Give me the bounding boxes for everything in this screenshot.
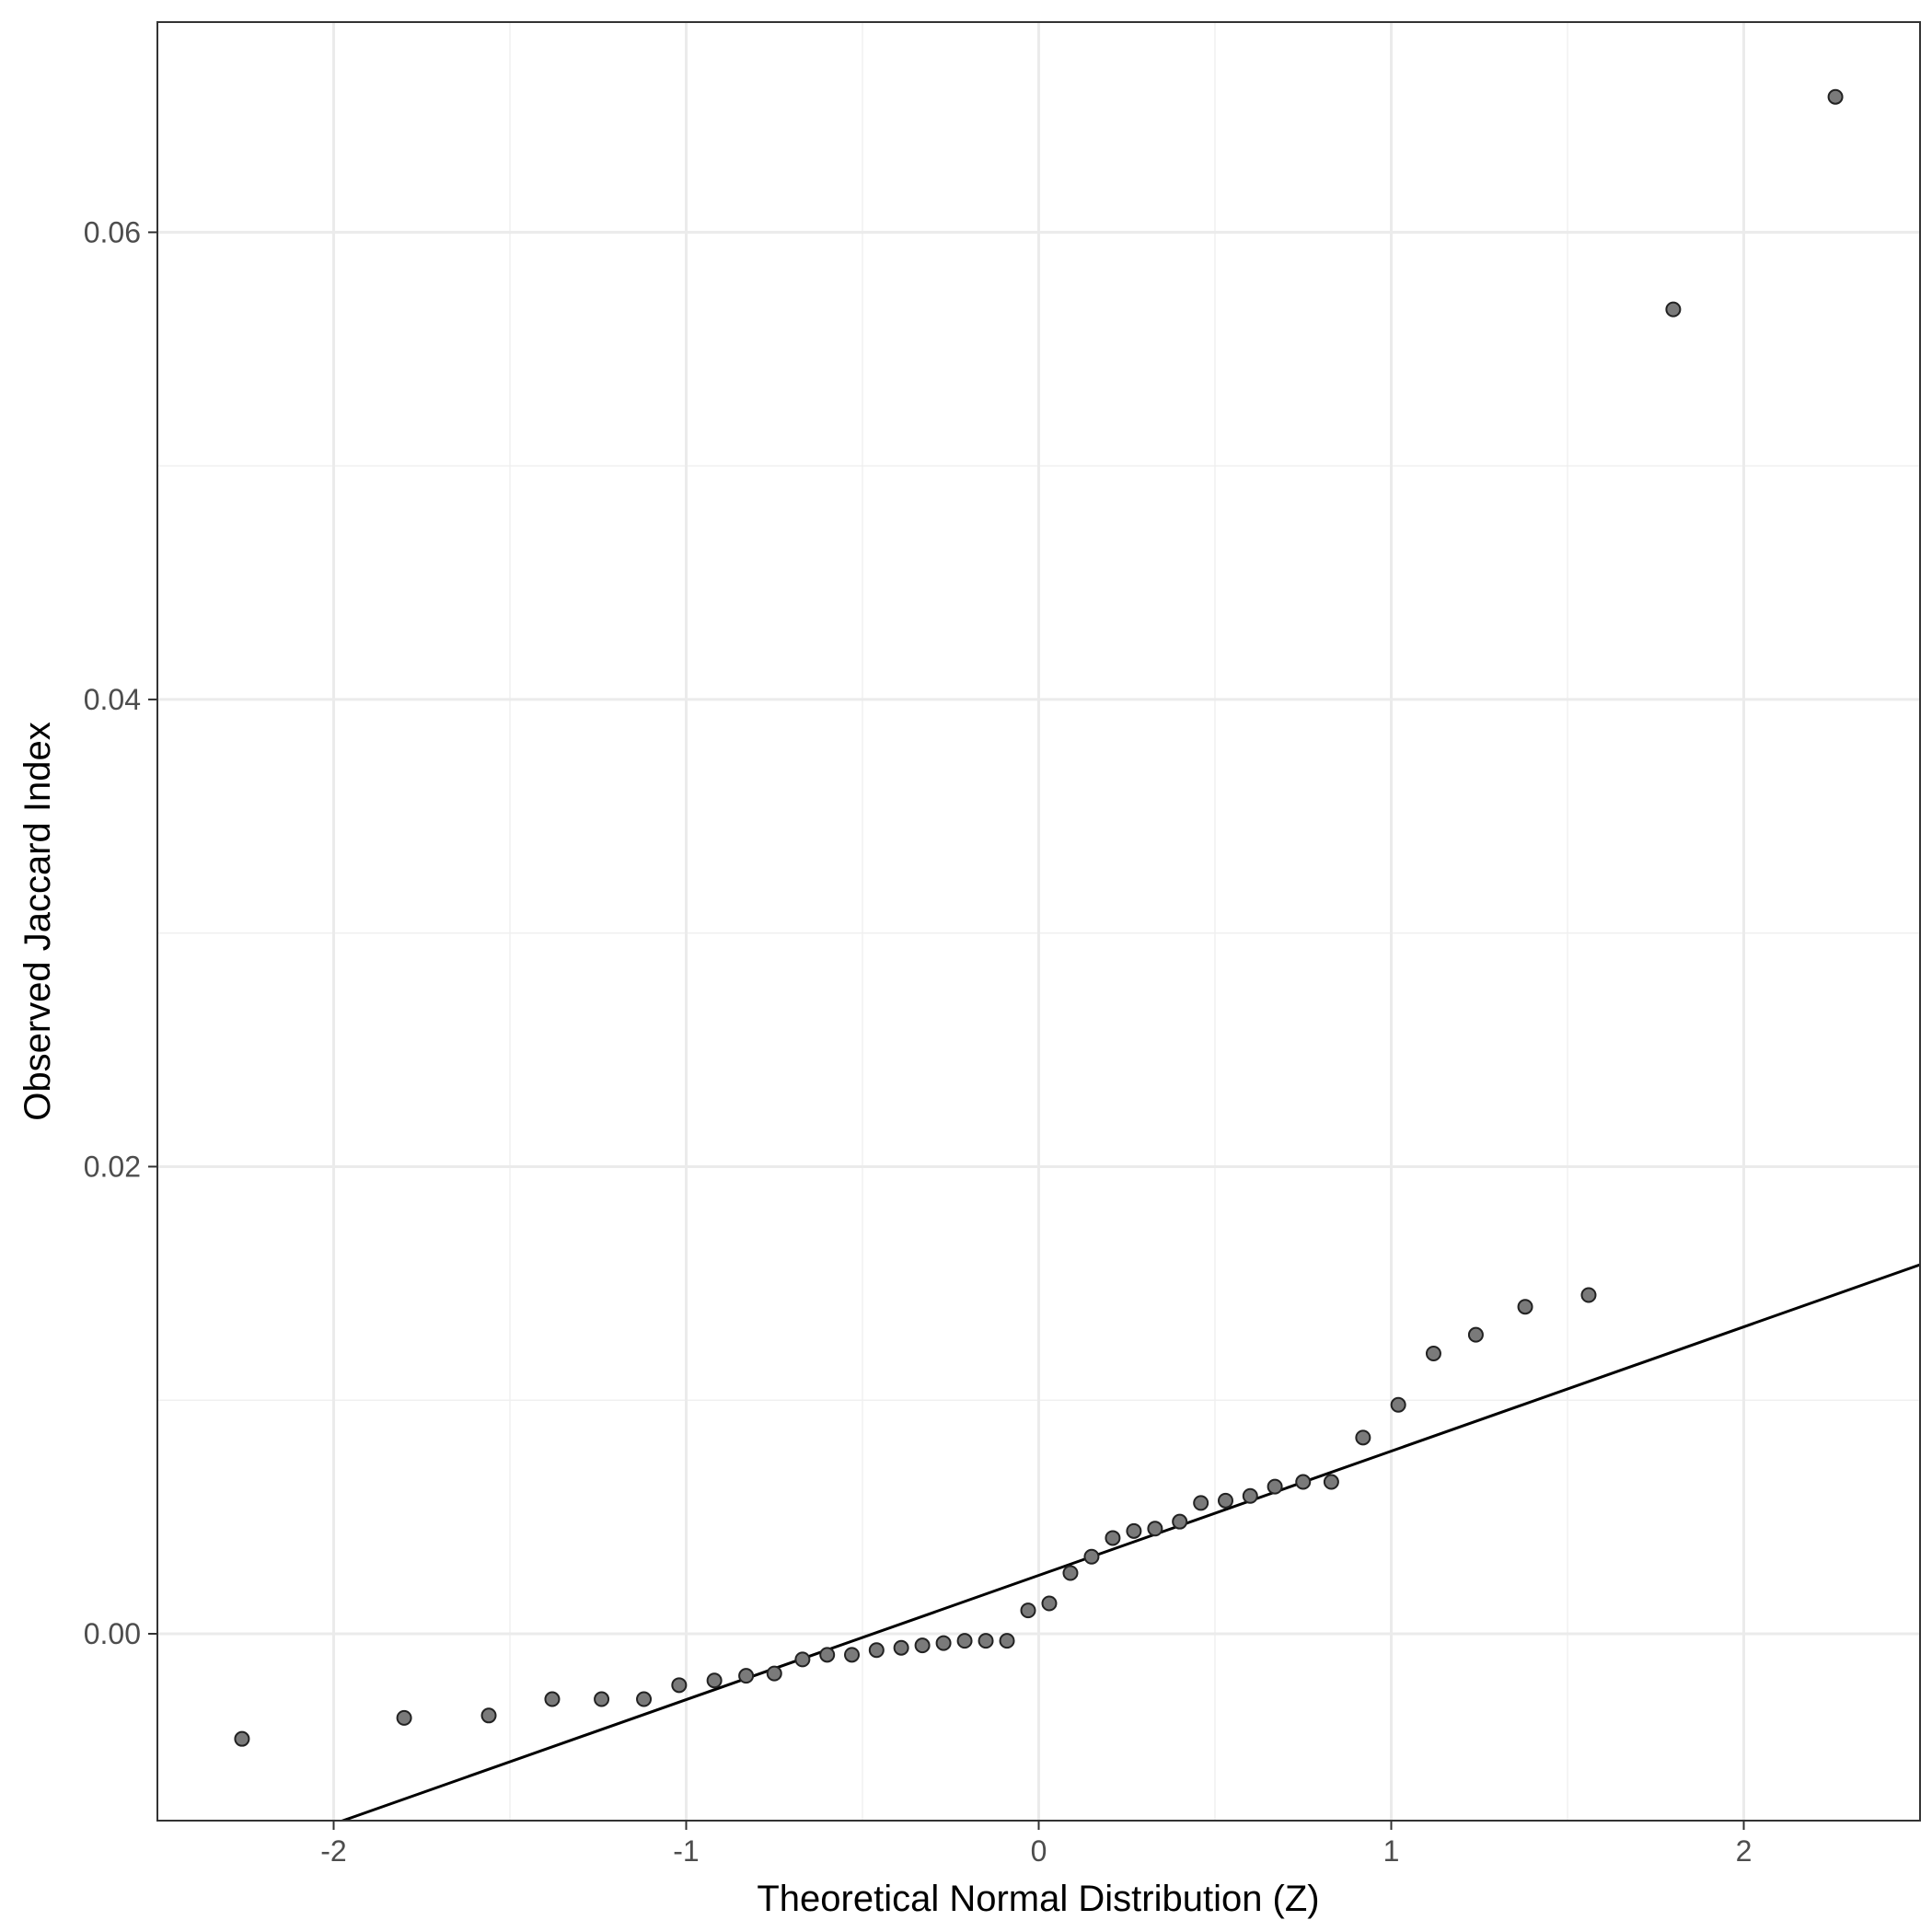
data-point — [1041, 1595, 1058, 1612]
data-point — [1267, 1478, 1283, 1495]
data-point — [1467, 1326, 1484, 1343]
data-point — [1062, 1565, 1079, 1581]
x-tick-label: 2 — [1736, 1834, 1753, 1868]
y-axis: 0.00 0.02 0.04 0.06 — [84, 215, 157, 1650]
data-point — [1665, 301, 1682, 318]
data-point — [1295, 1474, 1312, 1490]
data-point — [999, 1633, 1015, 1649]
data-point — [1242, 1487, 1258, 1504]
data-point — [844, 1647, 861, 1663]
data-point — [1105, 1530, 1121, 1546]
reference-line-group — [339, 1263, 1920, 1821]
data-point — [1390, 1396, 1406, 1413]
data-point — [1217, 1492, 1233, 1509]
data-point — [1323, 1474, 1339, 1490]
data-point — [1355, 1429, 1371, 1446]
data-point — [1147, 1521, 1163, 1537]
data-point — [914, 1637, 931, 1654]
data-points — [234, 88, 1844, 1747]
data-point — [396, 1709, 412, 1726]
data-point — [706, 1672, 723, 1689]
data-point — [234, 1730, 250, 1747]
data-point — [935, 1635, 952, 1651]
data-point — [868, 1642, 885, 1659]
data-point — [636, 1691, 653, 1707]
x-tick-label: -2 — [320, 1834, 346, 1868]
data-point — [1020, 1602, 1036, 1619]
data-point — [1193, 1495, 1209, 1511]
x-axis: -2 -1 0 1 2 — [320, 1821, 1752, 1868]
y-tick-label: 0.06 — [84, 215, 141, 249]
x-tick-label: 0 — [1031, 1834, 1047, 1868]
data-point — [893, 1639, 909, 1656]
data-point — [956, 1633, 973, 1649]
data-point — [794, 1651, 811, 1668]
x-axis-title: Theoretical Normal Distribution (Z) — [757, 1879, 1319, 1919]
y-tick-label: 0.02 — [84, 1150, 141, 1183]
data-point — [544, 1691, 561, 1707]
y-tick-label: 0.00 — [84, 1617, 141, 1650]
data-point — [594, 1691, 610, 1707]
data-point — [1172, 1513, 1188, 1530]
data-point — [1083, 1548, 1100, 1565]
data-point — [671, 1677, 688, 1694]
data-point — [1827, 88, 1844, 105]
x-tick-label: -1 — [673, 1834, 699, 1868]
data-point — [738, 1668, 755, 1684]
data-point — [1580, 1287, 1597, 1303]
y-axis-title: Observed Jaccard Index — [17, 722, 58, 1121]
data-point — [766, 1665, 782, 1682]
data-point — [819, 1647, 836, 1663]
data-point — [1517, 1299, 1533, 1315]
data-point — [1126, 1522, 1142, 1539]
data-point — [1425, 1345, 1441, 1361]
data-point — [978, 1633, 994, 1649]
x-tick-label: 1 — [1383, 1834, 1400, 1868]
y-tick-label: 0.04 — [84, 683, 141, 716]
data-point — [480, 1707, 497, 1724]
major-grid — [157, 22, 1920, 1821]
reference-line — [339, 1263, 1920, 1821]
